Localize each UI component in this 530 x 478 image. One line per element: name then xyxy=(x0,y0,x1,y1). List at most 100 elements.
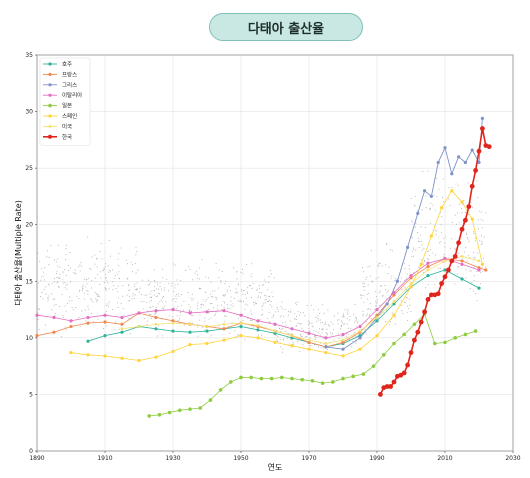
background-point xyxy=(344,323,346,325)
y-tick-label: 15 xyxy=(25,278,33,285)
background-point xyxy=(474,256,476,258)
data-point xyxy=(439,281,444,286)
grid xyxy=(36,54,514,452)
background-point xyxy=(122,285,124,287)
series-line xyxy=(87,269,480,348)
background-point xyxy=(127,300,129,302)
background-point xyxy=(197,308,199,310)
background-point xyxy=(250,285,252,287)
background-point xyxy=(313,344,315,346)
background-point xyxy=(225,280,227,282)
background-point xyxy=(142,308,144,310)
background-point xyxy=(420,234,422,236)
background-point xyxy=(103,268,106,270)
data-point xyxy=(154,327,158,331)
background-point xyxy=(162,308,164,310)
background-point xyxy=(333,339,335,341)
series-스페인 xyxy=(69,189,484,363)
background-point xyxy=(435,234,437,236)
background-point xyxy=(302,344,304,346)
background-point xyxy=(192,314,194,317)
background-point xyxy=(230,300,232,302)
background-point xyxy=(47,300,49,302)
background-point xyxy=(416,232,419,234)
background-point xyxy=(401,310,403,312)
background-point xyxy=(90,312,93,314)
data-point xyxy=(307,338,311,342)
data-point xyxy=(429,194,433,199)
background-point xyxy=(215,262,217,265)
background-point xyxy=(481,266,483,268)
data-point xyxy=(205,341,209,346)
background-point xyxy=(325,332,327,334)
background-point xyxy=(320,334,322,336)
background-point xyxy=(71,306,73,308)
data-point xyxy=(480,262,484,266)
background-point xyxy=(251,263,253,265)
background-point xyxy=(268,299,270,301)
background-point xyxy=(270,300,272,303)
background-point xyxy=(237,283,240,285)
background-point xyxy=(450,238,453,240)
background-point xyxy=(94,254,96,256)
background-point xyxy=(317,308,319,310)
background-point xyxy=(421,244,423,246)
data-point xyxy=(324,342,328,345)
background-point xyxy=(362,310,364,312)
data-point xyxy=(341,332,345,337)
background-point xyxy=(74,269,76,271)
data-point xyxy=(154,315,158,320)
background-point xyxy=(282,351,284,353)
background-point xyxy=(176,315,178,317)
background-point xyxy=(253,326,255,328)
background-point xyxy=(131,264,133,266)
background-point xyxy=(420,259,422,261)
background-point xyxy=(188,304,190,306)
background-point xyxy=(443,253,445,256)
background-point xyxy=(55,312,57,315)
background-point xyxy=(190,297,192,299)
background-point xyxy=(271,317,273,319)
background-point xyxy=(209,302,211,304)
background-point xyxy=(423,271,425,273)
background-point xyxy=(261,335,263,337)
background-point xyxy=(272,295,274,298)
background-point xyxy=(425,207,427,209)
background-point xyxy=(104,277,106,279)
background-point xyxy=(354,316,357,318)
background-point xyxy=(477,219,479,221)
background-point xyxy=(337,323,339,325)
data-point xyxy=(137,358,141,363)
background-point xyxy=(192,322,194,324)
legend-marker xyxy=(48,103,52,108)
background-point xyxy=(485,212,487,214)
data-point xyxy=(157,412,162,417)
data-point xyxy=(452,253,458,259)
background-point xyxy=(229,332,231,335)
data-point xyxy=(154,355,158,359)
background-point xyxy=(223,300,225,303)
background-point xyxy=(434,284,436,286)
background-point xyxy=(50,244,52,246)
background-point xyxy=(266,301,269,303)
background-point xyxy=(143,301,145,303)
background-point xyxy=(332,329,335,331)
background-point xyxy=(353,313,355,315)
background-point xyxy=(379,290,381,292)
background-point xyxy=(315,337,317,339)
background-point xyxy=(340,325,343,328)
background-point xyxy=(251,313,253,315)
background-point xyxy=(345,336,347,338)
background-point xyxy=(308,328,310,330)
data-point xyxy=(401,370,407,376)
background-point xyxy=(265,302,267,304)
data-point xyxy=(398,372,404,378)
background-point xyxy=(189,306,191,308)
background-point xyxy=(69,296,71,298)
background-point xyxy=(223,307,225,309)
background-point xyxy=(288,343,291,345)
background-point xyxy=(231,322,233,324)
background-point xyxy=(53,278,56,280)
data-point xyxy=(409,274,413,278)
background-point xyxy=(144,318,146,320)
